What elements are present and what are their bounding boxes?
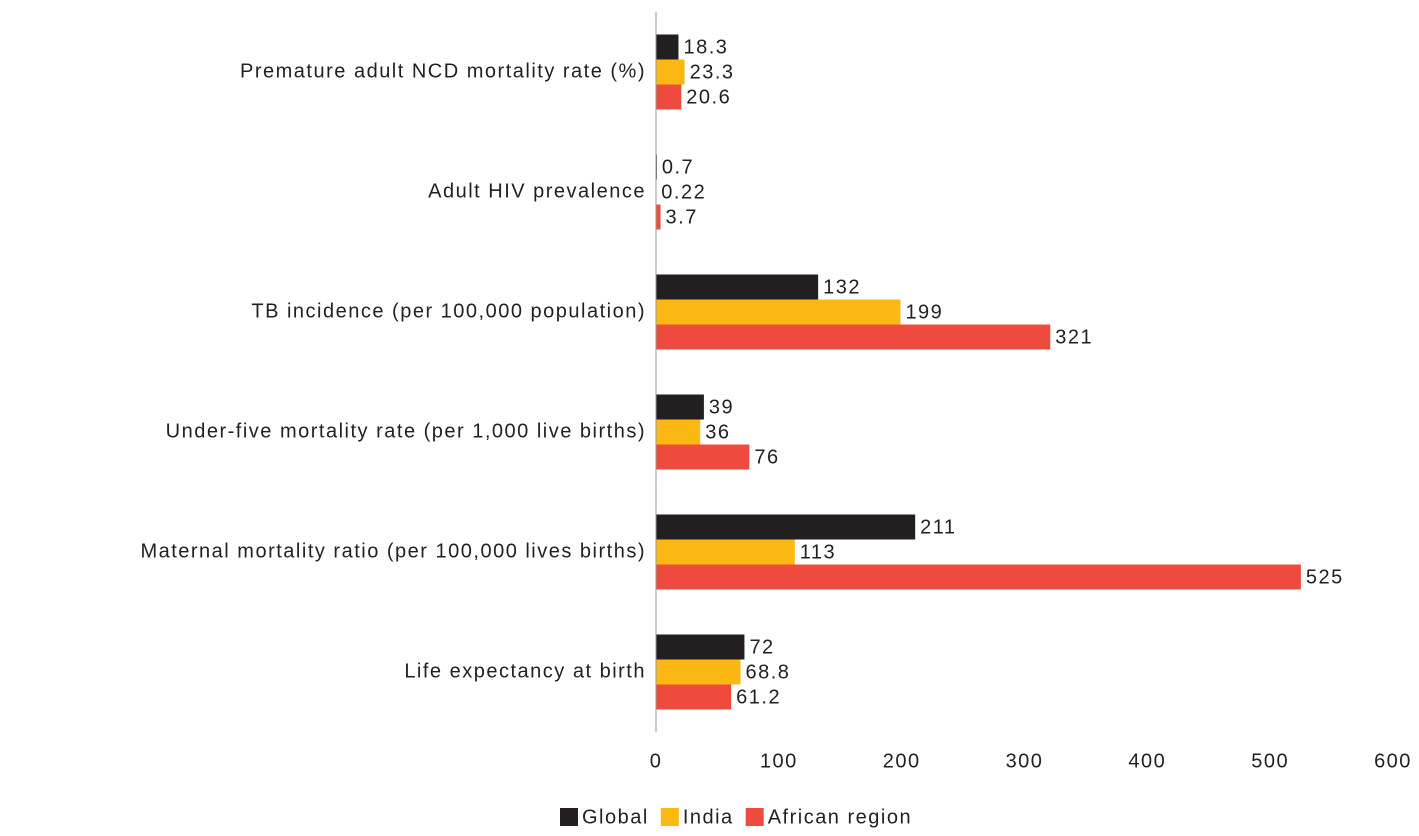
x-tick-label: 100 bbox=[760, 750, 798, 772]
x-tick-label: 400 bbox=[1128, 750, 1166, 772]
bar bbox=[656, 515, 915, 540]
data-label: 39 bbox=[709, 396, 734, 418]
data-label: 132 bbox=[823, 276, 861, 298]
x-tick-label: 600 bbox=[1374, 750, 1412, 772]
data-label: 199 bbox=[905, 301, 943, 323]
bar bbox=[656, 420, 700, 445]
bar bbox=[656, 35, 678, 60]
y-tick-label: Premature adult NCD mortality rate (%) bbox=[240, 60, 646, 82]
y-tick-label: Life expectancy at birth bbox=[404, 660, 646, 682]
x-tick-label: 500 bbox=[1251, 750, 1289, 772]
bar bbox=[656, 660, 741, 685]
bar bbox=[656, 445, 749, 470]
legend-swatch bbox=[560, 808, 578, 826]
data-label: 61.2 bbox=[736, 686, 781, 708]
data-label: 72 bbox=[749, 636, 774, 658]
data-label: 76 bbox=[754, 446, 779, 468]
bar bbox=[656, 395, 704, 420]
data-label: 20.6 bbox=[686, 86, 731, 108]
y-tick-label: Adult HIV prevalence bbox=[428, 180, 646, 202]
bar bbox=[656, 205, 661, 230]
data-label: 36 bbox=[705, 421, 730, 443]
y-tick-label: Under-five mortality rate (per 1,000 liv… bbox=[166, 420, 646, 442]
legend-swatch bbox=[661, 808, 679, 826]
x-tick-label: 300 bbox=[1006, 750, 1044, 772]
legend-label: African region bbox=[768, 806, 912, 828]
data-label: 321 bbox=[1055, 326, 1093, 348]
data-label: 23.3 bbox=[690, 61, 735, 83]
x-tick-label: 0 bbox=[650, 750, 663, 772]
bar bbox=[656, 540, 795, 565]
data-label: 18.3 bbox=[683, 36, 728, 58]
data-label: 211 bbox=[920, 516, 956, 538]
bar bbox=[656, 685, 731, 710]
legend-label: India bbox=[683, 806, 734, 828]
data-label: 0.7 bbox=[662, 156, 694, 178]
bar bbox=[656, 275, 818, 300]
bar bbox=[656, 325, 1050, 350]
bar bbox=[656, 635, 744, 660]
bar bbox=[656, 85, 681, 110]
x-tick-label: 200 bbox=[883, 750, 921, 772]
legend-label: Global bbox=[582, 806, 649, 828]
data-label: 113 bbox=[800, 541, 836, 563]
bar bbox=[656, 300, 900, 325]
data-label: 3.7 bbox=[666, 206, 698, 228]
y-tick-label: TB incidence (per 100,000 population) bbox=[251, 300, 646, 322]
y-tick-label: Maternal mortality ratio (per 100,000 li… bbox=[140, 540, 646, 562]
data-label: 68.8 bbox=[746, 661, 791, 683]
bar bbox=[656, 565, 1301, 590]
bar bbox=[656, 60, 685, 85]
data-label: 0.22 bbox=[661, 181, 706, 203]
data-label: 525 bbox=[1306, 566, 1344, 588]
legend-swatch bbox=[746, 808, 764, 826]
